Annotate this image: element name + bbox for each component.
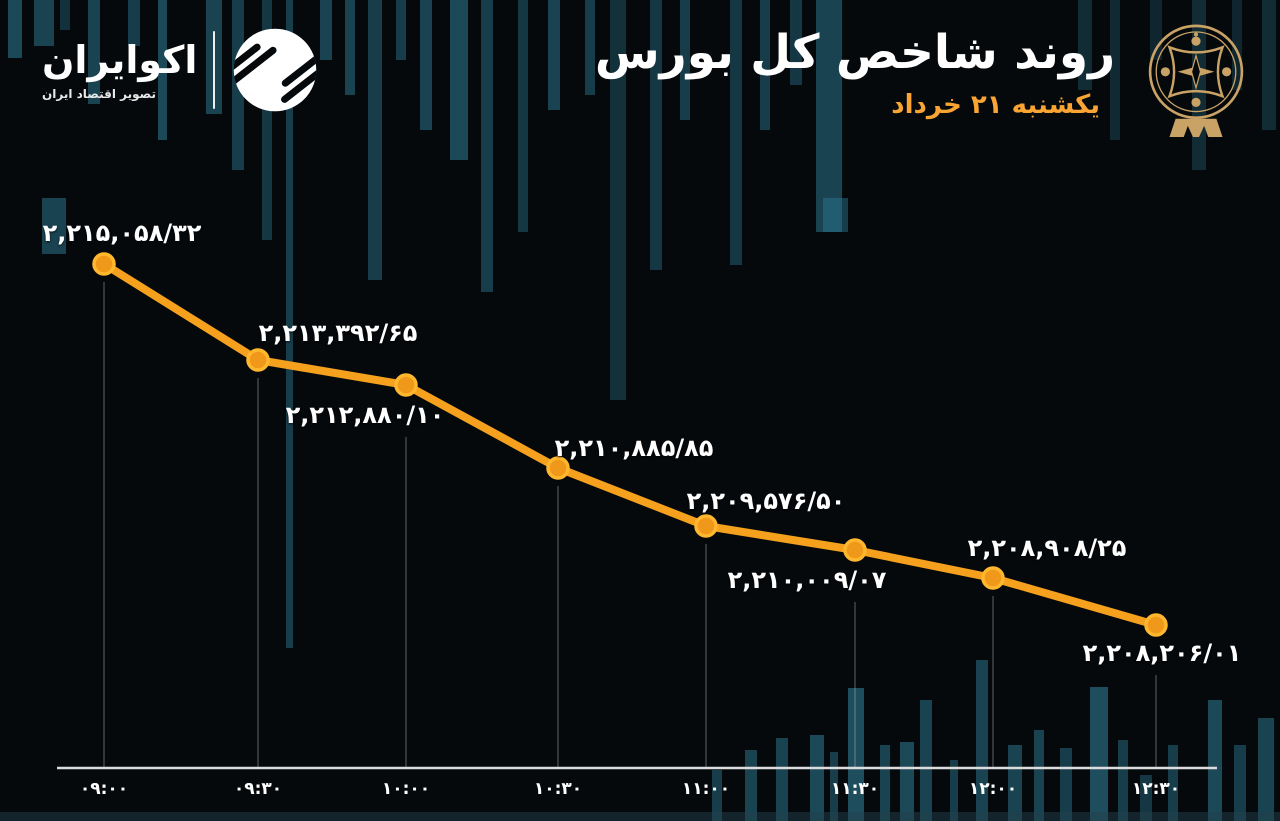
- background-bar: [760, 0, 770, 130]
- background-bar: [650, 0, 662, 270]
- background-bar: [823, 198, 848, 232]
- page-title: روند شاخص کل بورس: [594, 25, 1116, 80]
- background-bar: [368, 0, 382, 280]
- background-bar: [776, 738, 788, 821]
- background-bar: [518, 0, 528, 232]
- background-bar: [8, 0, 22, 58]
- background-bar: [950, 760, 958, 821]
- data-point-marker: [981, 566, 1005, 590]
- tse-emblem-icon: [1148, 24, 1244, 138]
- background-bar: [730, 0, 742, 265]
- background-bar: [610, 0, 626, 400]
- background-bar: [1258, 718, 1274, 821]
- background-bar: [1168, 745, 1178, 821]
- date-subtitle: یکشنبه ۲۱ خرداد: [891, 90, 1100, 121]
- background-bar: [1078, 0, 1092, 90]
- background-bar: [790, 0, 802, 85]
- brand-name: اکوایران: [42, 38, 198, 83]
- ecoiran-logo-icon: [233, 28, 317, 112]
- brand-tagline: تصویر اقتصاد ایران: [42, 86, 156, 101]
- data-point-marker: [843, 538, 867, 562]
- background-bottom-strip: [0, 812, 1280, 821]
- background-bar: [712, 770, 722, 821]
- background-bar: [900, 742, 914, 821]
- background-bar: [848, 688, 864, 821]
- background-bar: [810, 735, 824, 821]
- data-point-marker: [92, 252, 116, 276]
- background-bar: [816, 0, 842, 232]
- background-bar: [1118, 740, 1128, 821]
- background-bar: [42, 198, 66, 254]
- background-bar: [396, 0, 406, 60]
- background-bar: [1110, 0, 1120, 140]
- background-bar: [320, 0, 332, 60]
- background-bar: [60, 0, 70, 30]
- background-bar: [1090, 687, 1108, 821]
- background-bar: [1140, 775, 1152, 821]
- data-point-marker: [246, 348, 270, 372]
- data-point-marker: [1144, 613, 1168, 637]
- background-bar: [1208, 700, 1222, 821]
- background-bar: [262, 0, 272, 240]
- background-bar: [158, 0, 167, 140]
- background-bar: [481, 0, 493, 292]
- background-bar: [976, 660, 988, 821]
- title-block: روند شاخص کل بورس یکشنبه ۲۱ خرداد: [570, 25, 1140, 121]
- background-bar: [34, 0, 54, 46]
- background-bar: [548, 0, 560, 110]
- background-bar: [1034, 730, 1044, 821]
- background-bar: [1060, 748, 1072, 821]
- background-bar: [128, 0, 140, 46]
- ecoiran-brand: اکوایران تصویر اقتصاد ایران: [42, 26, 319, 114]
- trend-line: [100, 260, 1160, 629]
- data-point-marker: [546, 456, 570, 480]
- background-bar: [1262, 0, 1276, 130]
- background-bar: [345, 0, 355, 95]
- data-point-marker: [694, 514, 718, 538]
- background-bar: [420, 0, 432, 130]
- background-bar: [450, 0, 468, 160]
- background-bar: [680, 0, 690, 120]
- brand-divider: [213, 31, 216, 109]
- background-bar: [1008, 745, 1022, 821]
- background-bar: [88, 0, 100, 104]
- background-bar: [880, 745, 890, 821]
- background-bar: [1232, 0, 1242, 90]
- data-point-marker: [394, 373, 418, 397]
- background-bar: [920, 700, 932, 821]
- brand-text: اکوایران تصویر اقتصاد ایران: [42, 38, 198, 101]
- background-bar: [286, 0, 293, 648]
- background-bar: [585, 0, 595, 95]
- background-bar: [830, 752, 838, 821]
- background-bar: [1234, 745, 1246, 821]
